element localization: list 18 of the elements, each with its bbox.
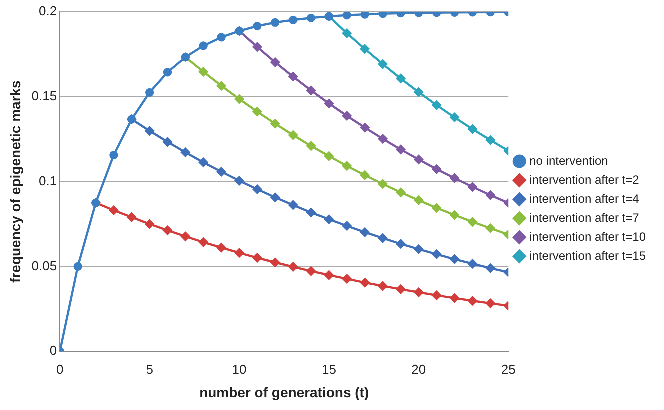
- x-tick-label: 25: [501, 362, 516, 377]
- legend-label: intervention after t=15: [530, 248, 646, 263]
- x-tick-label: 15: [322, 362, 336, 377]
- legend-label: intervention after t=4: [530, 192, 640, 206]
- y-tick-label: 0.1: [39, 173, 58, 188]
- y-tick-label: 0.2: [39, 4, 58, 19]
- y-axis-title: frequency of epigenetic marks: [7, 80, 24, 283]
- legend-label: intervention after t=7: [530, 210, 640, 225]
- y-tick-label: 0.05: [32, 258, 58, 274]
- legend-label: no intervention: [530, 154, 608, 168]
- legend-label: intervention after t=10: [530, 230, 646, 244]
- y-tick-label: 0: [50, 343, 58, 358]
- x-tick-label: 10: [232, 362, 247, 377]
- legend-label: intervention after t=2: [530, 172, 640, 187]
- x-tick-label: 5: [146, 362, 154, 377]
- x-axis-title: number of generations (t): [200, 384, 370, 400]
- x-tick-label: 20: [412, 362, 426, 377]
- y-tick-label: 0.15: [32, 88, 58, 104]
